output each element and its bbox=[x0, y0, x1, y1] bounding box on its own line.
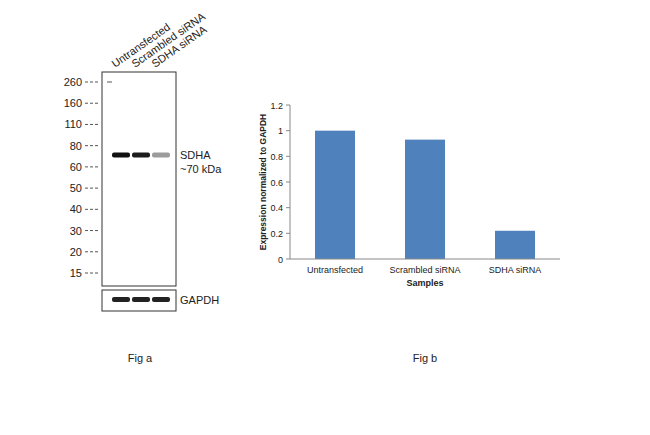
y-tick bbox=[286, 207, 290, 208]
marker-label: 50 bbox=[70, 182, 82, 194]
gapdh-band bbox=[132, 297, 150, 302]
marker-tick bbox=[85, 188, 99, 189]
x-tick-label: Scrambled siRNA bbox=[389, 265, 460, 275]
marker-tick bbox=[85, 251, 99, 252]
gapdh-frame bbox=[102, 290, 176, 311]
caption: Fig a bbox=[128, 352, 153, 364]
target-label: SDHA bbox=[180, 149, 211, 161]
y-tick bbox=[286, 156, 290, 157]
figure: 260 160 110 80 60 50 40 30 20 15 Untransfected Scra… bbox=[0, 0, 650, 435]
sdha-band bbox=[112, 153, 130, 158]
y-tick bbox=[286, 182, 290, 183]
gapdh-band bbox=[112, 297, 130, 302]
canvas: 260 160 110 80 60 50 40 30 20 15 Untransfected Scra… bbox=[0, 0, 650, 435]
marker-label: 160 bbox=[64, 97, 82, 109]
marker-label: 15 bbox=[70, 267, 82, 279]
marker-tick bbox=[85, 230, 99, 231]
blot-panel: 26016011080605040302015UntransfectedScra… bbox=[64, 10, 223, 364]
y-tick-label: 0.2 bbox=[270, 229, 283, 239]
page: {"chart_data": {"type": "bar", "categori… bbox=[0, 0, 650, 435]
marker-label: 40 bbox=[70, 203, 82, 215]
y-tick-label: 0.4 bbox=[270, 203, 283, 213]
x-axis-title: Samples bbox=[406, 278, 443, 288]
marker-tick bbox=[85, 82, 99, 83]
loading-control-label: GAPDH bbox=[180, 294, 219, 306]
target-size: ~70 kDa bbox=[180, 163, 222, 175]
y-axis-title: Expression normalized to GAPDH bbox=[258, 114, 268, 251]
marker-label: 30 bbox=[70, 225, 82, 237]
lane-label: SDHA siRNA bbox=[149, 23, 209, 70]
marker-tick bbox=[85, 209, 99, 210]
blot-frame bbox=[102, 72, 176, 286]
caption: Fig b bbox=[413, 352, 437, 364]
y-tick-label: 0.6 bbox=[270, 178, 283, 188]
bar bbox=[495, 231, 535, 259]
bands bbox=[112, 153, 170, 158]
marker-tick bbox=[85, 145, 99, 146]
bars bbox=[315, 131, 535, 259]
x-tick-label: SDHA siRNA bbox=[489, 265, 542, 275]
marker-tick bbox=[85, 103, 99, 104]
y-tick-label: 0.8 bbox=[270, 152, 283, 162]
y-tick-label: 1.2 bbox=[270, 101, 283, 111]
marker-tick bbox=[85, 124, 99, 125]
marker-tick bbox=[85, 273, 99, 274]
y-tick-label: 1 bbox=[278, 126, 283, 136]
marker-label: 80 bbox=[70, 140, 82, 152]
bar-chart: 0 0.2 0.4 0.6 0.8 1 1.2 Untransfected Scrambled … bbox=[258, 101, 560, 365]
marker-label: 60 bbox=[70, 161, 82, 173]
y-axis bbox=[290, 105, 291, 259]
sdha-band bbox=[132, 153, 150, 158]
y-tick bbox=[286, 259, 290, 260]
marker-label: 110 bbox=[64, 118, 82, 130]
y-tick bbox=[286, 130, 290, 131]
y-tick bbox=[286, 105, 290, 106]
marker-label: 260 bbox=[64, 76, 82, 88]
y-tick bbox=[286, 233, 290, 234]
ladder-band bbox=[107, 81, 112, 83]
sdha-band bbox=[152, 153, 170, 158]
gapdh-band bbox=[152, 297, 170, 302]
bar bbox=[315, 131, 355, 259]
marker-label: 20 bbox=[70, 246, 82, 258]
marker-tick bbox=[85, 166, 99, 167]
bar bbox=[405, 140, 445, 259]
y-tick-label: 0 bbox=[278, 255, 283, 265]
x-axis bbox=[290, 259, 560, 260]
x-tick-label: Untransfected bbox=[307, 265, 363, 275]
